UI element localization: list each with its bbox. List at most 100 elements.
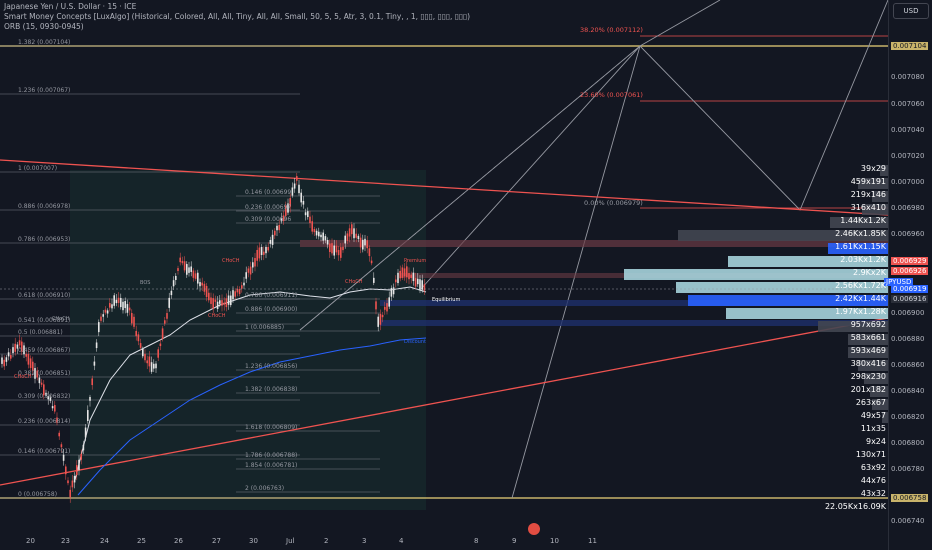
choch-label-c: CHoCH xyxy=(208,313,226,319)
candle-body xyxy=(280,218,283,222)
candle-body xyxy=(373,277,375,283)
volume-profile-label: 130x71 xyxy=(855,450,886,459)
volume-profile-label: 1.61Kx1.15K xyxy=(835,242,886,251)
candle-body xyxy=(219,300,221,304)
bos-label: BOS xyxy=(140,280,150,286)
candle-body xyxy=(60,444,63,448)
candle-body xyxy=(403,268,406,277)
indicator-orb-legend[interactable]: ORB (15, 0930-0945) xyxy=(4,22,84,31)
ma-blue-line xyxy=(77,337,427,496)
candle-body xyxy=(210,297,212,304)
date-axis-label: 27 xyxy=(212,537,221,545)
candle-body xyxy=(384,306,386,310)
candle-body xyxy=(102,314,104,317)
candle-body xyxy=(291,187,294,196)
candle-body xyxy=(293,183,296,189)
volume-profile-label: 44x76 xyxy=(860,476,886,485)
candle-body xyxy=(150,362,153,372)
price-axis[interactable] xyxy=(888,0,932,550)
date-axis-label: Jul xyxy=(286,537,295,545)
price-axis-label: 0.006960 xyxy=(891,230,925,238)
candle-body xyxy=(258,247,261,259)
price-axis-label: 0.006860 xyxy=(891,361,925,369)
price-axis-label: 0.007000 xyxy=(891,178,925,186)
volume-profile-bar xyxy=(726,308,888,319)
candle-body xyxy=(221,300,223,306)
candles xyxy=(1,172,426,503)
candle-body xyxy=(355,233,357,238)
price-axis-label: 0.007020 xyxy=(891,152,925,160)
date-axis-label: 2 xyxy=(324,537,329,545)
candle-body xyxy=(414,277,417,287)
candle-body xyxy=(362,239,364,250)
volume-profile-bar xyxy=(678,230,888,241)
tradingview-logo-icon[interactable] xyxy=(528,523,540,535)
candle-body xyxy=(205,285,208,297)
candle-body xyxy=(346,233,349,241)
candle-body xyxy=(421,280,423,290)
candle-body xyxy=(344,235,346,244)
indicator-smc-legend[interactable]: Smart Money Concepts [LuxAlgo] (Historic… xyxy=(4,12,471,21)
candle-body xyxy=(307,211,309,218)
volume-profile-bar xyxy=(830,217,888,228)
volume-profile-label: 22.05Kx16.09K xyxy=(824,502,886,511)
candle-body xyxy=(285,205,287,216)
candle-body xyxy=(377,316,379,327)
price-axis-label: 0.006800 xyxy=(891,439,925,447)
currency-button[interactable]: USD xyxy=(893,3,929,19)
fib-right-label-1: 38.20% (0.007112) xyxy=(580,26,643,34)
price-axis-label: 0.006840 xyxy=(891,387,925,395)
date-axis-label: 20 xyxy=(26,537,35,545)
price-axis-label: 0.006740 xyxy=(891,517,925,525)
volume-profile-bar xyxy=(728,256,888,267)
candle-body xyxy=(388,297,390,307)
candle-body xyxy=(181,260,184,264)
candle-body xyxy=(109,303,111,308)
orb-zone xyxy=(70,170,426,510)
candle-body xyxy=(122,301,124,311)
candle-body xyxy=(159,343,162,347)
date-axis-label: 8 xyxy=(474,537,479,545)
demand-zone-2 xyxy=(380,320,888,326)
volume-profile-bar xyxy=(870,386,888,397)
date-axis-label: 25 xyxy=(137,537,146,545)
candle-body xyxy=(100,316,102,321)
candle-body xyxy=(318,231,320,237)
price-axis-label: 0.006880 xyxy=(891,335,925,343)
volume-profile-label: 957x692 xyxy=(850,320,886,329)
fib-left-label: 0.309 (0.006832) xyxy=(18,393,70,400)
candle-body xyxy=(197,272,199,284)
date-axis-label: 24 xyxy=(100,537,109,545)
candle-body xyxy=(340,247,342,258)
candle-body xyxy=(43,384,45,396)
candle-body xyxy=(271,234,274,245)
fib-mid-label: 0.146 (0.00699 xyxy=(245,189,291,196)
candle-body xyxy=(230,295,232,306)
candle-body xyxy=(408,273,410,280)
candle-body xyxy=(18,340,21,346)
volume-profile-label: 2.03Kx1.2K xyxy=(840,255,886,264)
candle-body xyxy=(36,370,38,378)
candle-body xyxy=(84,427,87,438)
candle-body xyxy=(91,378,93,386)
candle-body xyxy=(335,245,338,253)
premium-label: Premium xyxy=(404,258,426,264)
symbol-title[interactable]: Japanese Yen / U.S. Dollar · 15 · ICE xyxy=(4,2,137,11)
candle-body xyxy=(148,356,151,367)
price-axis-label: 0.006780 xyxy=(891,465,925,473)
candle-body xyxy=(29,358,32,368)
candle-body xyxy=(234,291,236,297)
candle-body xyxy=(113,295,115,306)
volume-profile-label: 380x416 xyxy=(850,359,886,368)
candle-body xyxy=(423,284,426,291)
choch-label-d: CHoCH xyxy=(345,279,363,285)
candle-body xyxy=(201,282,203,286)
candle-body xyxy=(333,245,335,256)
fib-left-label: 0.382 (0.006851) xyxy=(18,370,70,377)
fib-mid-label: 1.786 (0.006788) xyxy=(245,452,297,459)
volume-profile-label: 219x146 xyxy=(850,190,886,199)
candle-body xyxy=(115,299,118,304)
price-tag-top: 0.007104 xyxy=(891,42,929,50)
